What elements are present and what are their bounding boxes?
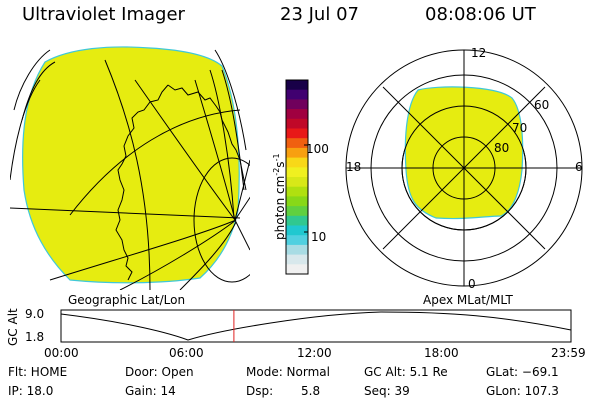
- colorbar-segment: [286, 157, 308, 168]
- colorbar-tick-10: 10: [311, 230, 327, 244]
- info-dsp-value: 5.8: [301, 384, 321, 398]
- lat-label-60: 60: [534, 98, 550, 112]
- mlt-label-18: 18: [346, 160, 362, 174]
- lat-label-80: 80: [494, 141, 510, 155]
- polar-plot: [345, 49, 583, 287]
- colorbar-segment: [286, 244, 308, 256]
- alt-xtick-4: 23:59: [551, 346, 586, 360]
- alt-ytick-1-8: 1.8: [25, 330, 45, 344]
- info-glat: GLat: −69.1: [486, 365, 559, 379]
- colorbar-unit: photon cm: [273, 175, 287, 240]
- alt-xtick-1: 06:00: [169, 346, 204, 360]
- colorbar-segment: [286, 186, 308, 197]
- colorbar-segment: [286, 147, 308, 159]
- alt-xtick-3: 18:00: [424, 346, 459, 360]
- info-flt: Flt: HOME: [8, 365, 68, 379]
- geographic-image-panel: [10, 46, 250, 290]
- colorbar-tick-100: 100: [306, 142, 329, 156]
- instrument-title: Ultraviolet Imager: [22, 4, 185, 25]
- info-seq: Seq: 39: [364, 384, 410, 398]
- colorbar-segment: [286, 225, 308, 236]
- colorbar-segment: [286, 80, 308, 91]
- info-gc-alt: GC Alt: 5.1 Re: [364, 365, 448, 379]
- mlt-label-12: 12: [471, 46, 487, 60]
- polar-grid: [346, 50, 582, 286]
- colorbar-exp1: -2: [272, 167, 281, 176]
- colorbar-segment: [286, 89, 308, 100]
- coastline: [115, 84, 247, 281]
- info-gain: Gain: 14: [125, 384, 176, 398]
- colorbar-segment: [286, 128, 308, 139]
- colorbar-axis-label: photon cm-2s-1: [272, 153, 287, 240]
- colorbar-segment: [286, 264, 308, 275]
- colorbar-segment: [286, 196, 308, 207]
- colorbar-segment: [286, 167, 308, 178]
- right-panel-caption: Apex MLat/MLT: [423, 293, 513, 307]
- info-door: Door: Open: [125, 365, 194, 379]
- observation-time: 08:08:06 UT: [425, 4, 536, 25]
- left-panel-caption: Geographic Lat/Lon: [68, 293, 186, 307]
- info-ip: IP: 18.0: [8, 384, 54, 398]
- colorbar-segment: [286, 206, 308, 217]
- mlt-label-6: 6: [575, 160, 583, 174]
- alt-ytick-9: 9.0: [25, 307, 45, 321]
- colorbar: [285, 79, 309, 275]
- colorbar-segment: [286, 177, 308, 188]
- mlt-label-0: 0: [468, 277, 476, 291]
- altitude-curve: [60, 311, 572, 341]
- colorbar-unit-s: s: [273, 161, 287, 168]
- colorbar-exp2: -1: [272, 153, 281, 162]
- colorbar-segment: [286, 138, 308, 149]
- info-glon: GLon: 107.3: [486, 384, 559, 398]
- alt-xtick-2: 12:00: [297, 346, 332, 360]
- colorbar-segment: [286, 118, 308, 129]
- uv-emission-fill: [22, 46, 240, 284]
- colorbar-segment: [286, 235, 308, 246]
- colorbar-border: [285, 79, 309, 275]
- colorbar-segment: [286, 254, 308, 265]
- colorbar-segment: [286, 215, 308, 226]
- lat-lon-grid: [10, 49, 250, 290]
- observation-date: 23 Jul 07: [280, 4, 359, 25]
- info-dsp: Dsp:: [246, 384, 274, 398]
- alt-xtick-0: 00:00: [44, 346, 79, 360]
- colorbar-segment: [286, 109, 308, 120]
- alt-plot: [60, 309, 572, 343]
- alt-plot-ylabel: GC Alt: [6, 308, 20, 346]
- lat-label-70: 70: [512, 121, 528, 135]
- colorbar-segment: [286, 99, 308, 110]
- info-mode: Mode: Normal: [246, 365, 330, 379]
